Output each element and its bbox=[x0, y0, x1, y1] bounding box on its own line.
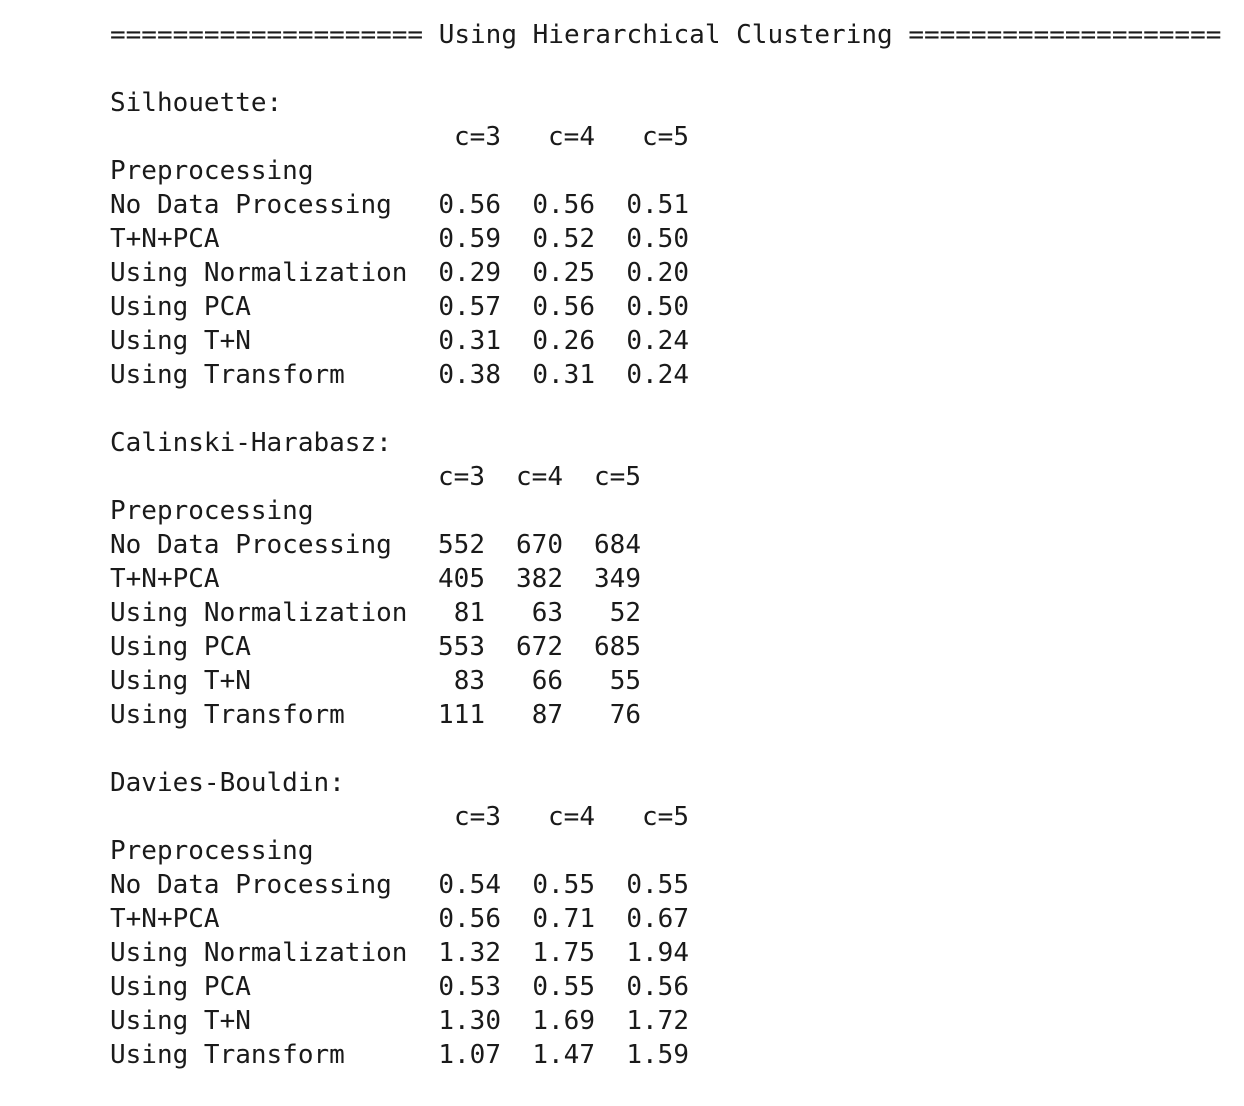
column-header: c=4 bbox=[516, 462, 563, 492]
column-header: c=5 bbox=[642, 802, 689, 832]
table-cell: 0.56 bbox=[438, 904, 501, 934]
table-cell: 0.50 bbox=[626, 224, 689, 254]
column-header: c=5 bbox=[642, 122, 689, 152]
row-label: No Data Processing bbox=[110, 190, 392, 220]
table-cell: 349 bbox=[594, 564, 641, 594]
table-cell: 0.24 bbox=[626, 360, 689, 390]
row-label: Using Transform bbox=[110, 700, 345, 730]
page-title: ==================== Using Hierarchical … bbox=[110, 20, 1222, 50]
table-cell: 0.54 bbox=[438, 870, 501, 900]
table-cell: 0.71 bbox=[532, 904, 595, 934]
table-cell: 0.29 bbox=[438, 258, 501, 288]
table-cell: 0.26 bbox=[532, 326, 595, 356]
table-cell: 1.30 bbox=[438, 1006, 501, 1036]
table-cell: 405 bbox=[438, 564, 485, 594]
table-cell: 1.94 bbox=[626, 938, 689, 968]
table-cell: 111 bbox=[438, 700, 485, 730]
row-label: Using Normalization bbox=[110, 258, 408, 288]
section-title: Silhouette: bbox=[110, 88, 283, 118]
index-label: Preprocessing bbox=[110, 836, 314, 866]
row-label: Using Normalization bbox=[110, 938, 408, 968]
table-cell: 0.55 bbox=[532, 870, 595, 900]
table-cell: 0.56 bbox=[438, 190, 501, 220]
table-cell: 0.20 bbox=[626, 258, 689, 288]
table-cell: 0.24 bbox=[626, 326, 689, 356]
column-header: c=4 bbox=[548, 122, 595, 152]
table-cell: 0.56 bbox=[532, 190, 595, 220]
table-cell: 684 bbox=[594, 530, 641, 560]
table-cell: 0.53 bbox=[438, 972, 501, 1002]
table-cell: 0.38 bbox=[438, 360, 501, 390]
row-label: Using Transform bbox=[110, 1040, 345, 1070]
table-cell: 0.59 bbox=[438, 224, 501, 254]
table-cell: 0.25 bbox=[532, 258, 595, 288]
row-label: Using T+N bbox=[110, 666, 251, 696]
row-label: Using PCA bbox=[110, 632, 251, 662]
table-cell: 382 bbox=[516, 564, 563, 594]
table-cell: 87 bbox=[531, 700, 563, 730]
table-cell: 0.57 bbox=[438, 292, 501, 322]
table-cell: 0.67 bbox=[626, 904, 689, 934]
table-cell: 0.31 bbox=[532, 360, 595, 390]
row-label: Using T+N bbox=[110, 1006, 251, 1036]
table-cell: 0.56 bbox=[626, 972, 689, 1002]
column-header: c=3 bbox=[454, 122, 501, 152]
table-cell: 0.51 bbox=[626, 190, 689, 220]
table-cell: 672 bbox=[516, 632, 563, 662]
table-cell: 1.75 bbox=[532, 938, 595, 968]
table-cell: 0.50 bbox=[626, 292, 689, 322]
row-label: No Data Processing bbox=[110, 530, 392, 560]
column-header: c=3 bbox=[454, 802, 501, 832]
section-title: Davies-Bouldin: bbox=[110, 768, 345, 798]
table-cell: 63 bbox=[531, 598, 563, 628]
index-label: Preprocessing bbox=[110, 496, 314, 526]
console-output: ==================== Using Hierarchical … bbox=[110, 0, 1230, 1106]
row-label: T+N+PCA bbox=[110, 564, 220, 594]
table-cell: 685 bbox=[594, 632, 641, 662]
row-label: No Data Processing bbox=[110, 870, 392, 900]
column-header: c=3 bbox=[438, 462, 485, 492]
row-label: Using PCA bbox=[110, 972, 251, 1002]
table-cell: 0.52 bbox=[532, 224, 595, 254]
row-label: Using T+N bbox=[110, 326, 251, 356]
table-cell: 553 bbox=[438, 632, 485, 662]
row-label: T+N+PCA bbox=[110, 904, 220, 934]
row-label: Using PCA bbox=[110, 292, 251, 322]
table-cell: 83 bbox=[453, 666, 485, 696]
row-label: Using Transform bbox=[110, 360, 345, 390]
table-cell: 0.55 bbox=[626, 870, 689, 900]
row-label: Using Normalization bbox=[110, 598, 408, 628]
column-header: c=5 bbox=[594, 462, 641, 492]
table-cell: 66 bbox=[531, 666, 563, 696]
table-cell: 1.59 bbox=[626, 1040, 689, 1070]
table-cell: 670 bbox=[516, 530, 563, 560]
column-header: c=4 bbox=[548, 802, 595, 832]
table-cell: 76 bbox=[609, 700, 641, 730]
table-cell: 0.31 bbox=[438, 326, 501, 356]
table-cell: 1.32 bbox=[438, 938, 501, 968]
row-label: T+N+PCA bbox=[110, 224, 220, 254]
table-cell: 1.07 bbox=[438, 1040, 501, 1070]
table-cell: 1.47 bbox=[532, 1040, 595, 1070]
table-cell: 55 bbox=[609, 666, 641, 696]
table-cell: 552 bbox=[438, 530, 485, 560]
table-cell: 1.69 bbox=[532, 1006, 595, 1036]
index-label: Preprocessing bbox=[110, 156, 314, 186]
section-title: Calinski-Harabasz: bbox=[110, 428, 392, 458]
table-cell: 81 bbox=[453, 598, 485, 628]
table-cell: 0.55 bbox=[532, 972, 595, 1002]
table-cell: 52 bbox=[609, 598, 641, 628]
table-cell: 1.72 bbox=[626, 1006, 689, 1036]
table-cell: 0.56 bbox=[532, 292, 595, 322]
